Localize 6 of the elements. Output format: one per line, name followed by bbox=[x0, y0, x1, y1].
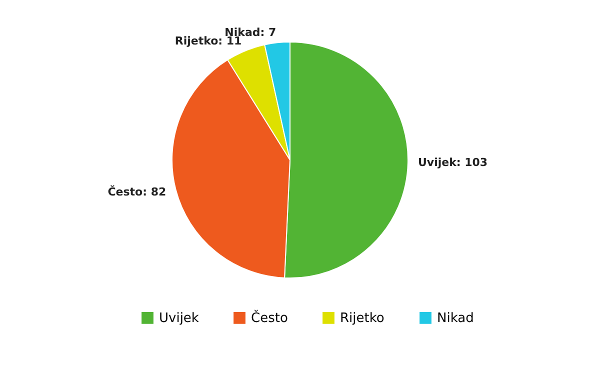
data-label: Često: 82 bbox=[108, 184, 166, 198]
legend-label: Rijetko bbox=[340, 310, 384, 326]
data-label: Uvijek: 103 bbox=[418, 156, 488, 169]
legend-label: Često bbox=[251, 308, 288, 326]
legend-label: Nikad bbox=[437, 310, 474, 326]
legend-label: Uvijek bbox=[159, 310, 200, 326]
